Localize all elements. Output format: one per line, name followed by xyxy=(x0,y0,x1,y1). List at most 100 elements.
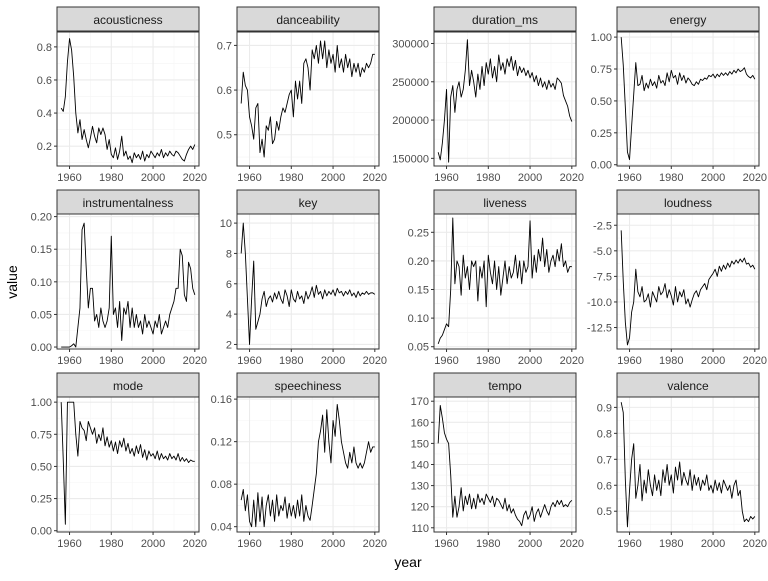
y-tick-label: 0.25 xyxy=(31,494,52,506)
x-tick-label: 2000 xyxy=(701,172,725,184)
panel-background xyxy=(57,397,199,532)
y-tick-label: 150 xyxy=(411,438,429,450)
y-tick-label: -5.0 xyxy=(593,246,612,258)
x-tick-label: 2020 xyxy=(183,355,207,367)
x-tick-label: 2020 xyxy=(560,355,584,367)
facet-panel-tempo: tempo 1960 1980 2000 2020 110 120 130 140 150 160 1… xyxy=(411,372,584,550)
x-tick-label: 2020 xyxy=(183,538,207,550)
y-tick-label: 0.16 xyxy=(211,394,232,406)
panel-border xyxy=(236,396,380,533)
x-tick-label: 2020 xyxy=(363,355,387,367)
y-tick-label: -2.5 xyxy=(593,220,612,232)
y-tick-label: 0.8 xyxy=(37,42,52,54)
y-tick-label: 170 xyxy=(411,396,429,408)
facet-strip-label: mode xyxy=(113,379,143,393)
facet-strip-label: tempo xyxy=(488,379,522,393)
series-line-liveness xyxy=(437,217,572,345)
y-tick-label: 300000 xyxy=(392,38,429,50)
x-tick-label: 2000 xyxy=(701,355,725,367)
series-line-loudness xyxy=(620,230,756,346)
x-tick-label: 2020 xyxy=(560,538,584,550)
facet-strip xyxy=(433,6,577,32)
x-tick-label: 2020 xyxy=(743,538,767,550)
y-tick-label: 0.10 xyxy=(31,277,52,289)
y-tick-label: -7.5 xyxy=(593,271,612,283)
y-tick-label: 6 xyxy=(226,279,232,291)
x-tick-label: 1960 xyxy=(237,538,261,550)
series-line-instrumentalness xyxy=(61,222,196,348)
x-tick-label: 2000 xyxy=(141,355,165,367)
panel-border xyxy=(433,213,577,350)
x-tick-label: 1980 xyxy=(659,355,683,367)
y-tick-label: 0.75 xyxy=(591,64,612,76)
y-tick-label: 0.50 xyxy=(31,461,52,473)
y-tick-label: 1.00 xyxy=(31,397,52,409)
x-tick-label: 1960 xyxy=(57,538,81,550)
panel-border xyxy=(236,31,380,167)
x-tick-label: 2020 xyxy=(560,172,584,184)
y-tick-label: 160 xyxy=(411,417,429,429)
y-tick-label: 0.00 xyxy=(591,160,612,172)
y-tick-label: 0.75 xyxy=(31,429,52,441)
series-line-danceability xyxy=(240,40,375,158)
x-tick-label: 1980 xyxy=(659,538,683,550)
facet-strip-label: key xyxy=(299,196,318,210)
facet-strip-label: energy xyxy=(670,13,707,27)
y-tick-label: 10 xyxy=(220,218,232,230)
x-tick-label: 1960 xyxy=(617,538,641,550)
panel-border xyxy=(56,396,200,533)
facet-panel-loudness: loudness 1960 1980 2000 2020 -12.5 -10.0 -7.5 -5… xyxy=(587,189,767,367)
y-tick-label: 0.04 xyxy=(211,522,232,534)
panel-background xyxy=(237,397,379,532)
y-tick-label: 0.12 xyxy=(211,437,232,449)
facet-strip-label: duration_ms xyxy=(472,13,538,27)
x-tick-label: 2000 xyxy=(518,538,542,550)
x-tick-label: 2020 xyxy=(363,538,387,550)
facet-strip xyxy=(616,6,760,32)
facet-panel-energy: energy 1960 1980 2000 2020 0.00 0.25 0.50 0.75 1.… xyxy=(591,6,767,184)
facet-strip-label: liveness xyxy=(483,196,526,210)
series-line-tempo xyxy=(437,404,573,527)
facet-panel-acousticness: acousticness 1960 1980 2000 2020 0.2 0.4 0.6 0.8 xyxy=(37,6,207,184)
facet-panel-danceability: danceability 1960 1980 2000 2020 0.5 0.6 0.7 xyxy=(217,6,387,184)
facet-strip-label: acousticness xyxy=(93,13,162,27)
y-tick-label: 200000 xyxy=(392,115,429,127)
x-tick-label: 2000 xyxy=(321,172,345,184)
y-tick-label: 0.15 xyxy=(408,285,429,297)
facet-strip-label: instrumentalness xyxy=(83,196,174,210)
panel-background xyxy=(617,397,759,532)
y-tick-label: 0.7 xyxy=(597,454,612,466)
y-tick-label: 4 xyxy=(226,309,232,321)
x-tick-label: 1980 xyxy=(99,538,123,550)
facet-strip-label: valence xyxy=(667,379,709,393)
series-line-acousticness xyxy=(60,38,196,164)
y-tick-label: 0.2 xyxy=(37,141,52,153)
x-axis-title: year xyxy=(394,554,422,570)
y-tick-label: 0.50 xyxy=(591,96,612,108)
y-tick-label: 1.00 xyxy=(591,32,612,44)
y-tick-label: 110 xyxy=(411,523,429,535)
y-tick-label: 140 xyxy=(411,460,429,472)
y-tick-label: 0.8 xyxy=(597,428,612,440)
y-tick-label: 0.9 xyxy=(597,402,612,414)
facet-panel-key: key 1960 1980 2000 2020 2 4 6 8 10 xyxy=(220,189,387,367)
x-tick-label: 1960 xyxy=(617,355,641,367)
y-tick-label: 0.20 xyxy=(31,212,52,224)
x-tick-label: 2000 xyxy=(141,538,165,550)
y-tick-label: 0.6 xyxy=(217,85,232,97)
facet-panel-duration-ms: duration_ms 1960 1980 2000 2020 150000 200000 2… xyxy=(392,6,584,184)
panel-background xyxy=(434,214,576,349)
x-tick-label: 2020 xyxy=(743,172,767,184)
panel-background xyxy=(617,214,759,349)
facet-panel-instrumentalness: instrumentalness 1960 1980 2000 2020 0.00 0.05… xyxy=(31,189,207,367)
panel-background xyxy=(57,32,199,166)
x-tick-label: 1980 xyxy=(659,172,683,184)
y-tick-label: 0.6 xyxy=(597,480,612,492)
series-line-duration-ms xyxy=(437,39,573,163)
y-tick-label: 130 xyxy=(411,481,429,493)
x-tick-label: 1960 xyxy=(434,538,458,550)
y-tick-label: 150000 xyxy=(392,153,429,165)
facet-panel-valence: valence 1960 1980 2000 2020 0.5 0.6 0.7 0.8 0.9 xyxy=(597,372,767,550)
